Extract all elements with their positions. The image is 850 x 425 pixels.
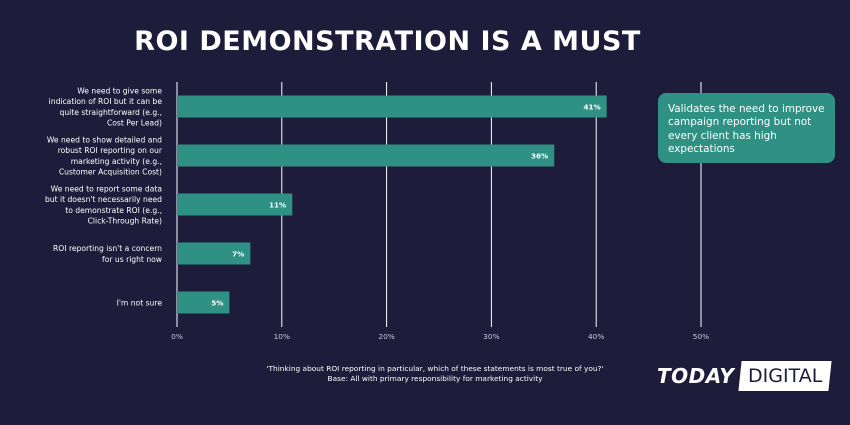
footnote: 'Thinking about ROI reporting in particu… (170, 364, 700, 384)
bar (177, 242, 251, 265)
logo-digital-text: DIGITAL (748, 365, 823, 387)
bar-value-label: 36% (531, 152, 548, 161)
bar-value-label: 41% (583, 103, 600, 112)
x-tick-label: 20% (378, 332, 394, 341)
page-title: ROI DEMONSTRATION IS A MUST (134, 26, 641, 57)
x-tick-label: 40% (588, 332, 604, 341)
chart-bars: 41% 36% 11% 7% 5% (177, 95, 607, 314)
category-label: We need to report some data but it doesn'… (45, 185, 162, 226)
bar (177, 193, 293, 216)
today-digital-logo: TODAY DIGITAL (657, 358, 833, 394)
footnote-question: 'Thinking about ROI reporting in particu… (266, 364, 604, 373)
bar-value-label: 5% (211, 299, 223, 308)
logo-today-text: TODAY (657, 364, 735, 388)
x-tick-label: 50% (693, 332, 709, 341)
category-label: We need to show detailed and robust ROI r… (47, 136, 163, 177)
category-label: I'm not sure (117, 299, 163, 308)
bar (177, 144, 555, 167)
category-label: ROI reporting isn't a concern for us righ… (53, 244, 162, 264)
logo-digital-box: DIGITAL (738, 361, 833, 391)
category-label: We need to give some indication of ROI bu… (49, 87, 163, 128)
x-tick-label: 10% (274, 332, 290, 341)
footnote-base: Base: All with primary responsibility fo… (327, 374, 543, 383)
bar-value-label: 7% (232, 250, 244, 259)
bar (177, 291, 230, 314)
chart-tick-labels: 0% 10% 20% 30% 40% 50% (171, 332, 709, 341)
x-tick-label: 30% (483, 332, 499, 341)
callout-box: Validates the need to improve campaign r… (658, 93, 835, 163)
chart-category-labels: We need to give some indication of ROI bu… (45, 87, 163, 308)
x-tick-label: 0% (171, 332, 183, 341)
bar (177, 95, 607, 118)
bar-value-label: 11% (269, 201, 286, 210)
